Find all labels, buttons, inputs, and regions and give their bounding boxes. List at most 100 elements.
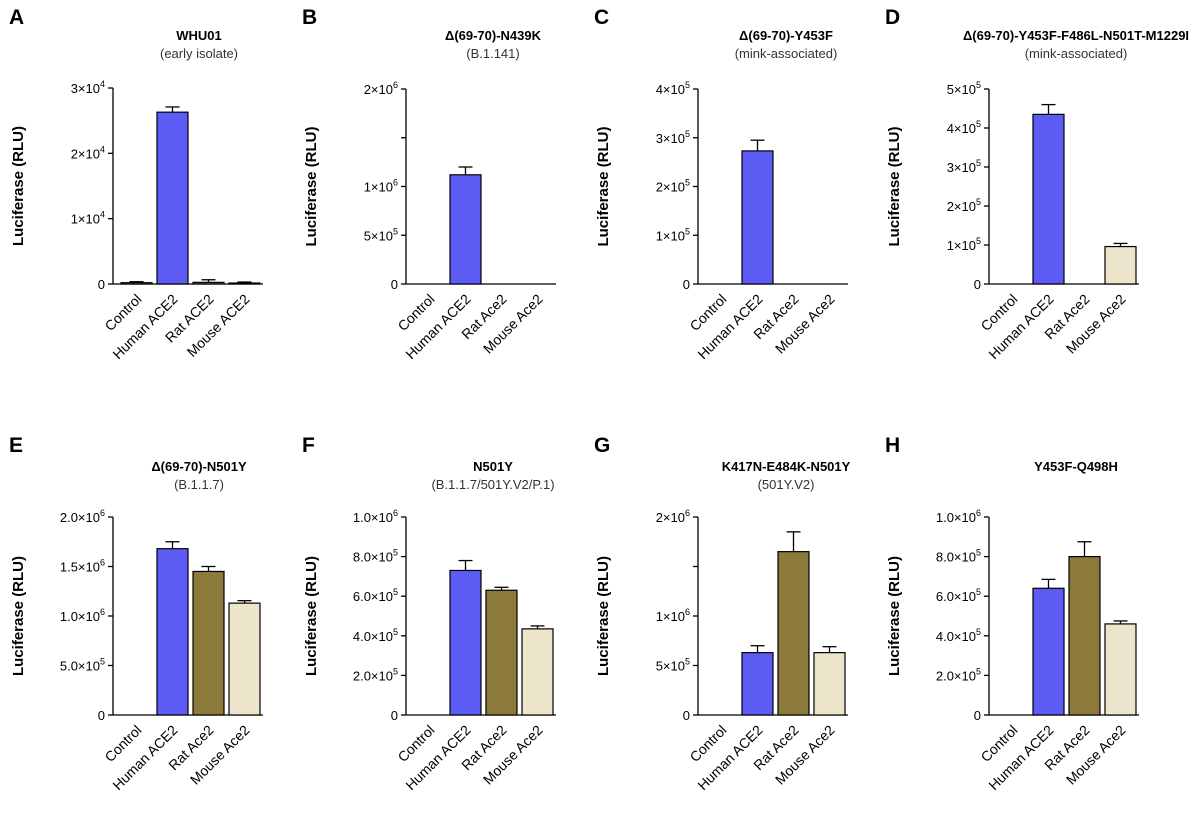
y-tick-exponent: 5 — [976, 548, 981, 558]
y-tick-exponent: 5 — [685, 226, 690, 236]
y-tick-label: 1.0×106 — [60, 607, 105, 624]
panel-subtitle: (early isolate) — [160, 46, 238, 61]
y-tick-mantissa: 0 — [683, 277, 690, 292]
y-tick-exponent: 4 — [100, 144, 105, 154]
y-tick-mantissa: 6.0×10 — [353, 589, 393, 604]
bar — [521, 628, 554, 716]
y-tick-mantissa: 2.0×10 — [353, 668, 393, 683]
y-tick-label: 4×105 — [947, 119, 981, 136]
y-tick-label: 3×105 — [947, 158, 981, 175]
y-tick-exponent: 5 — [393, 627, 398, 637]
y-tick-mantissa: 1.0×10 — [353, 510, 393, 525]
bar — [1104, 245, 1137, 285]
y-tick-label: 1.0×106 — [353, 508, 398, 525]
y-tick-label: 0 — [391, 708, 398, 723]
y-tick-label: 8.0×105 — [353, 548, 398, 565]
y-tick-mantissa: 2×10 — [71, 146, 100, 161]
y-axis-label: Luciferase (RLU) — [886, 126, 903, 246]
y-tick-exponent: 5 — [685, 657, 690, 667]
y-tick-label: 1×105 — [656, 226, 690, 243]
y-tick-mantissa: 5×10 — [947, 82, 976, 97]
y-tick-exponent: 5 — [976, 666, 981, 676]
y-tick-mantissa: 5.0×10 — [60, 659, 100, 674]
y-axis-label: Luciferase (RLU) — [10, 126, 27, 246]
y-tick-label: 1.5×106 — [60, 558, 105, 575]
y-tick-exponent: 5 — [976, 627, 981, 637]
panel-title: N501Y — [473, 459, 513, 474]
y-tick-mantissa: 0 — [974, 708, 981, 723]
y-tick-exponent: 5 — [976, 119, 981, 129]
y-tick-label: 2×106 — [364, 80, 398, 97]
y-tick-mantissa: 4×10 — [656, 82, 685, 97]
panel-e: E Δ(69-70)-N501Y (B.1.1.7) Luciferase (RLU)… — [9, 434, 263, 793]
panel-title: Δ(69-70)-N501Y — [151, 459, 247, 474]
y-tick-exponent: 6 — [976, 508, 981, 518]
y-tick-label: 4.0×105 — [353, 627, 398, 644]
y-tick-exponent: 6 — [100, 508, 105, 518]
y-tick-exponent: 5 — [976, 236, 981, 246]
y-tick-exponent: 5 — [976, 80, 981, 90]
y-tick-label: 1×105 — [947, 236, 981, 253]
y-tick-label: 1.0×106 — [936, 508, 981, 525]
y-tick-exponent: 5 — [393, 226, 398, 236]
y-tick-mantissa: 2.0×10 — [60, 510, 100, 525]
y-tick-mantissa: 5×10 — [656, 659, 685, 674]
y-tick-exponent: 5 — [976, 197, 981, 207]
y-tick-label: 5×105 — [947, 80, 981, 97]
y-tick-exponent: 5 — [976, 587, 981, 597]
y-tick-exponent: 5 — [393, 548, 398, 558]
y-tick-label: 5×105 — [656, 657, 690, 674]
panel-subtitle: (mink-associated) — [1025, 46, 1128, 61]
bar — [120, 282, 153, 285]
y-tick-label: 2×106 — [656, 508, 690, 525]
panel-title: WHU01 — [176, 28, 222, 43]
panel-letter: D — [885, 6, 900, 29]
y-tick-mantissa: 0 — [98, 708, 105, 723]
bar — [1068, 555, 1101, 716]
y-tick-label: 5×105 — [364, 226, 398, 243]
bar — [156, 548, 189, 716]
panel-title: Δ(69-70)-Y453F-F486L-N501T-M1229I — [963, 28, 1189, 43]
panel-c: C Δ(69-70)-Y453F (mink-associated) Lucifera… — [594, 6, 848, 362]
panel-title: K417N-E484K-N501Y — [722, 459, 851, 474]
y-tick-label: 0 — [974, 708, 981, 723]
panel-letter: G — [594, 434, 610, 457]
y-tick-mantissa: 0 — [683, 708, 690, 723]
y-tick-exponent: 6 — [685, 508, 690, 518]
y-tick-label: 3×105 — [656, 129, 690, 146]
y-tick-label: 0 — [683, 277, 690, 292]
panel-subtitle: (mink-associated) — [735, 46, 838, 61]
y-tick-mantissa: 2×10 — [656, 510, 685, 525]
y-tick-mantissa: 8.0×10 — [936, 550, 976, 565]
y-tick-mantissa: 3×10 — [71, 81, 100, 96]
y-tick-label: 5.0×105 — [60, 657, 105, 674]
y-tick-mantissa: 6.0×10 — [936, 589, 976, 604]
y-axis-label: Luciferase (RLU) — [595, 556, 612, 676]
bar — [192, 281, 225, 285]
y-tick-label: 2×105 — [947, 197, 981, 214]
y-tick-label: 2×104 — [71, 144, 105, 161]
y-tick-mantissa: 8.0×10 — [353, 550, 393, 565]
panel-subtitle: (B.1.1.7) — [174, 477, 224, 492]
y-tick-label: 2.0×105 — [353, 666, 398, 683]
y-tick-exponent: 6 — [100, 558, 105, 568]
y-tick-mantissa: 1×10 — [947, 238, 976, 253]
bar — [741, 652, 774, 716]
panel-a: A WHU01 (early isolate) Luciferase (RLU) 0 1×… — [9, 6, 263, 362]
panel-title: Δ(69-70)-Y453F — [739, 28, 833, 43]
bar — [777, 551, 810, 716]
bar — [485, 589, 518, 716]
bar — [449, 174, 482, 285]
y-tick-exponent: 5 — [685, 80, 690, 90]
y-tick-mantissa: 3×10 — [656, 131, 685, 146]
y-tick-exponent: 4 — [100, 210, 105, 220]
y-tick-label: 2.0×105 — [936, 666, 981, 683]
panel-b: B Δ(69-70)-N439K (B.1.141) Luciferase (RLU)… — [302, 6, 556, 362]
y-tick-label: 0 — [391, 277, 398, 292]
y-tick-exponent: 6 — [393, 508, 398, 518]
panel-title: Y453F-Q498H — [1034, 459, 1118, 474]
y-tick-mantissa: 0 — [391, 708, 398, 723]
bar — [741, 150, 774, 285]
